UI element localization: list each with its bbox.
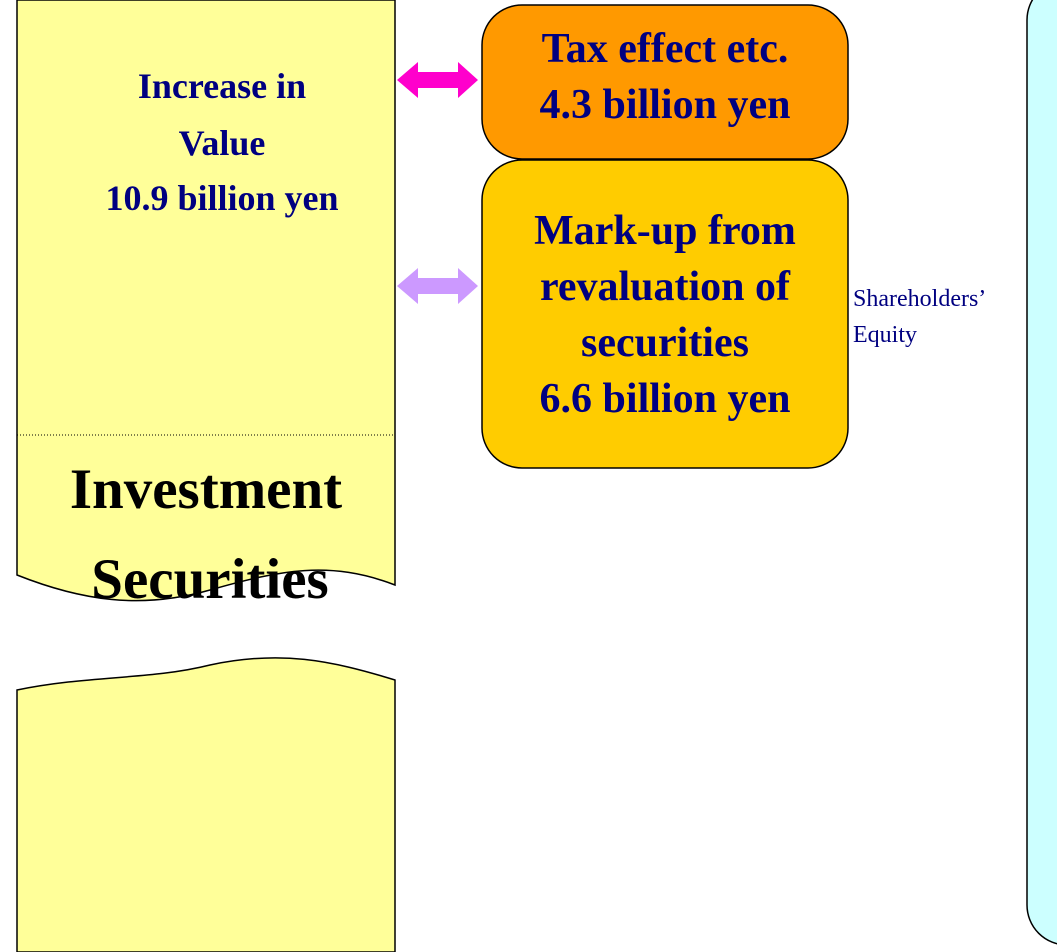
- text: Tax effect etc.: [542, 26, 789, 72]
- text: Mark-up from: [534, 208, 796, 254]
- text: Equity: [853, 322, 917, 348]
- text: Shareholders’: [853, 286, 986, 312]
- text: revaluation of: [540, 264, 791, 310]
- equity-box: [1026, 0, 1057, 945]
- markup-label: Mark-up from revaluation of securities 6…: [534, 208, 796, 422]
- tax-label: Tax effect etc. 4.3 billion yen: [540, 26, 791, 128]
- text: Increase in: [138, 66, 306, 106]
- upper-column: [16, 0, 396, 602]
- securities-label: Investment Securities: [70, 458, 342, 611]
- text: Securities: [91, 548, 328, 611]
- increase-label: Increase in Value 10.9 billion yen: [105, 66, 338, 218]
- text: 10.9 billion yen: [105, 178, 338, 218]
- markup-box: [481, 159, 849, 469]
- text: Value: [179, 123, 266, 163]
- equity-label: Shareholders’ Equity: [853, 286, 986, 348]
- text: 6.6 billion yen: [540, 376, 791, 422]
- text: securities: [581, 320, 749, 366]
- tax-box: [481, 4, 849, 160]
- lower-column: [16, 657, 396, 952]
- text: Investment: [70, 458, 342, 521]
- arrow: [397, 62, 478, 98]
- text: 4.3 billion yen: [540, 82, 791, 128]
- arrow: [397, 268, 478, 304]
